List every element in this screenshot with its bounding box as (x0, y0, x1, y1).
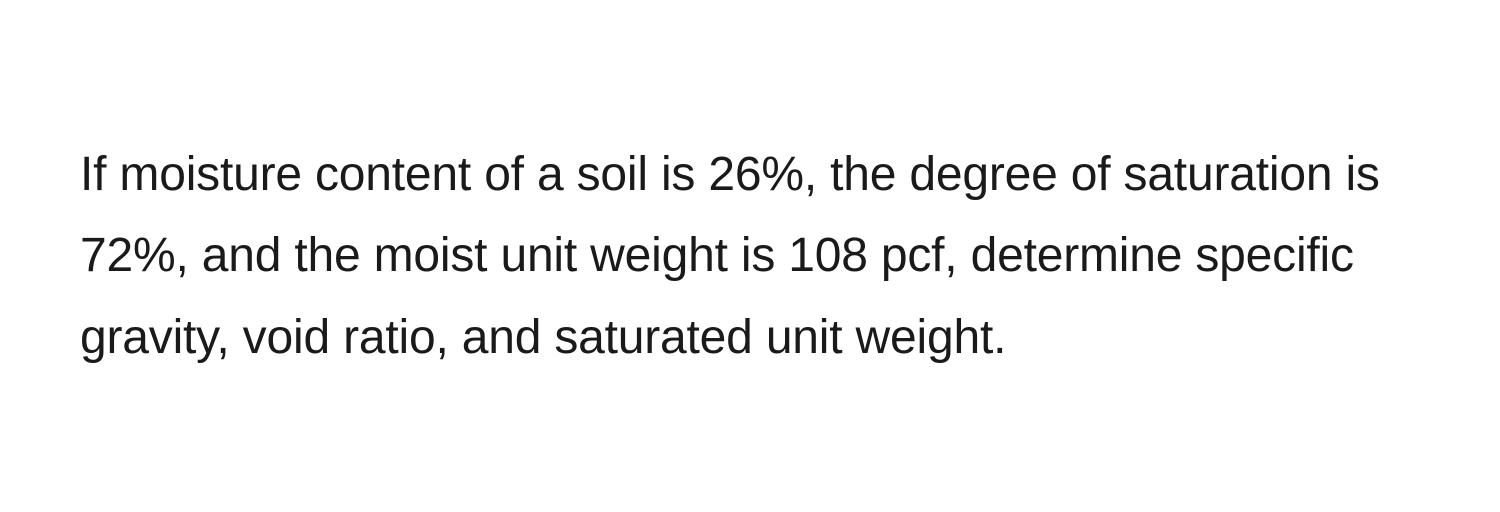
problem-statement: If moisture content of a soil is 26%, th… (80, 134, 1420, 379)
